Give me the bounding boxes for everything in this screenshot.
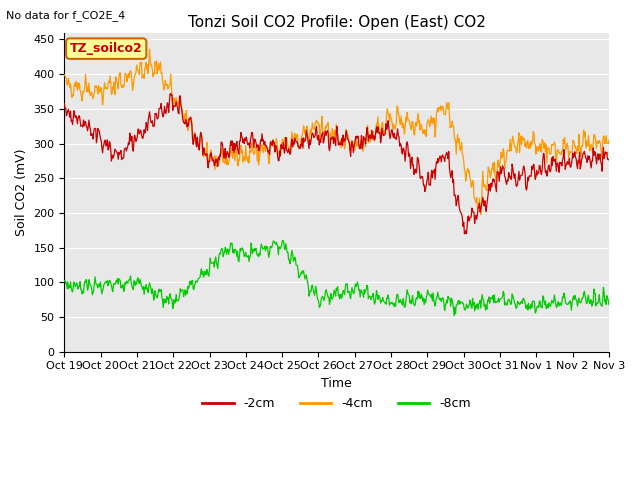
Legend: -2cm, -4cm, -8cm: -2cm, -4cm, -8cm <box>198 393 476 416</box>
Y-axis label: Soil CO2 (mV): Soil CO2 (mV) <box>15 148 28 236</box>
X-axis label: Time: Time <box>321 377 352 390</box>
Title: Tonzi Soil CO2 Profile: Open (East) CO2: Tonzi Soil CO2 Profile: Open (East) CO2 <box>188 15 486 30</box>
Text: TZ_soilco2: TZ_soilco2 <box>70 42 143 55</box>
Text: No data for f_CO2E_4: No data for f_CO2E_4 <box>6 10 125 21</box>
